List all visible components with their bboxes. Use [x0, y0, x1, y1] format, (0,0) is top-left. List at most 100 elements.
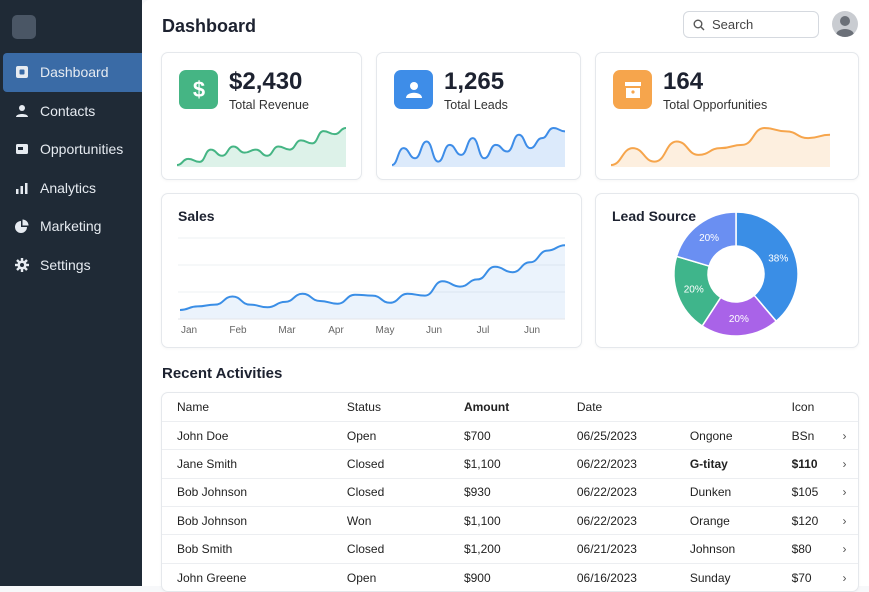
- sales-chart: Jan Feb Mar Apr May Jun Jul Jun: [178, 237, 566, 336]
- table-cell: Jane Smith: [162, 449, 332, 479]
- stat-label: Total Opporfunities: [663, 98, 768, 112]
- stat-card: $ $2,430 Total Revenue: [161, 52, 362, 180]
- stat-icon: [613, 70, 652, 109]
- table-cell: John Doe: [162, 420, 332, 450]
- table-cell: $1,100: [448, 449, 562, 479]
- x-tick-label: Jun: [524, 325, 540, 336]
- table-cell: Ongone: [674, 420, 777, 450]
- column-header: [675, 393, 777, 421]
- lead-source-donut: 38% 20% 20% 20%: [673, 211, 799, 337]
- sales-title: Sales: [178, 208, 215, 224]
- x-tick-label: Jun: [426, 325, 442, 336]
- table-cell: John Greene: [162, 562, 332, 591]
- table-cell: BSn: [776, 420, 828, 450]
- x-tick-label: Feb: [229, 325, 247, 336]
- x-tick-label: Jan: [181, 325, 197, 336]
- lead-source-title: Lead Source: [612, 208, 697, 224]
- column-header: Status: [346, 399, 381, 414]
- chevron-right-icon[interactable]: ›: [827, 477, 858, 507]
- table-cell: Open: [331, 562, 449, 591]
- donut-slice[interactable]: [675, 211, 737, 267]
- avatar[interactable]: [832, 11, 858, 37]
- column-header: Date: [576, 399, 603, 414]
- table-cell: $900: [448, 562, 562, 591]
- sparkline: [177, 127, 346, 167]
- stat-value: $2,430: [229, 68, 303, 95]
- table-cell: 06/25/2023: [561, 420, 675, 450]
- sparkline: [392, 126, 565, 167]
- sidebar-item-opportunities[interactable]: Opportunities: [0, 130, 142, 169]
- column-header: Name: [177, 399, 210, 414]
- table-row[interactable]: John Greene Open $900 06/16/2023 Sunday $70 ›: [162, 562, 858, 591]
- stat-icon: $: [179, 70, 218, 109]
- table-cell: $1,200: [448, 534, 562, 564]
- column-header: Icon: [791, 399, 815, 414]
- chevron-right-icon[interactable]: ›: [827, 449, 858, 479]
- table-cell: Bob Johnson: [162, 477, 332, 507]
- chevron-right-icon[interactable]: ›: [827, 420, 858, 450]
- table-cell: $1,100: [448, 506, 562, 535]
- sidebar-item-label: Settings: [40, 256, 91, 273]
- sidebar-item-analytics[interactable]: Analytics: [0, 169, 142, 208]
- search-input[interactable]: Search: [683, 11, 819, 38]
- table-cell: Open: [331, 420, 449, 450]
- stat-card: 1,265 Total Leads: [376, 52, 581, 180]
- sidebar: Dashboard Contacts Opportunities Analytics M…: [0, 0, 142, 586]
- table-cell: $700: [448, 420, 562, 450]
- sidebar-item-dashboard[interactable]: Dashboard: [3, 53, 142, 92]
- chevron-right-icon[interactable]: ›: [827, 506, 858, 535]
- table-header: Name Status Amount Date Icon: [162, 393, 858, 421]
- table-cell: 06/22/2023: [561, 477, 675, 507]
- table-row[interactable]: Jane Smith Closed $1,100 06/22/2023 G-titay $…: [162, 449, 858, 479]
- table-row[interactable]: Bob Johnson Won $1,100 06/22/2023 Orange $120…: [162, 506, 858, 535]
- column-header: [827, 393, 858, 421]
- activities-table: Name Status Amount Date Icon John Doe Open $700…: [162, 393, 858, 591]
- table-cell: 06/22/2023: [561, 449, 675, 479]
- stat-label: Total Revenue: [229, 98, 309, 112]
- table-cell: Bob Smith: [162, 534, 332, 564]
- table-row[interactable]: Bob Johnson Closed $930 06/22/2023 Dunken $10…: [162, 477, 858, 507]
- table-cell: $930: [448, 477, 562, 507]
- chevron-right-icon[interactable]: ›: [827, 534, 858, 564]
- table-cell: $80: [776, 534, 828, 564]
- gear-icon: [15, 257, 29, 272]
- table-cell: 06/22/2023: [561, 506, 675, 535]
- recent-activities-title: Recent Activities: [162, 365, 283, 382]
- x-tick-label: Mar: [278, 325, 296, 336]
- sales-card: Sales Jan Feb Mar Apr May Jun Jul Jun: [161, 193, 582, 348]
- sparkline: [611, 126, 830, 167]
- slice-label: 20%: [729, 314, 749, 325]
- table-cell: G-titay: [674, 449, 777, 479]
- stat-card: 164 Total Opporfunities: [595, 52, 859, 180]
- stat-value: 1,265: [444, 68, 505, 95]
- sales-area: [180, 245, 565, 319]
- stat-label: Total Leads: [444, 98, 508, 112]
- sidebar-item-settings[interactable]: Settings: [0, 246, 142, 285]
- svg-text:$: $: [192, 78, 204, 102]
- table-row[interactable]: Bob Smith Closed $1,200 06/21/2023 Johnson $8…: [162, 534, 858, 564]
- bar-chart-icon: [16, 182, 28, 194]
- sidebar-nav: Dashboard Contacts Opportunities Analytics M…: [0, 53, 142, 284]
- column-header: Amount: [463, 399, 510, 414]
- sidebar-item-marketing[interactable]: Marketing: [0, 207, 142, 246]
- donut-slice[interactable]: [735, 211, 799, 323]
- table-cell: $70: [776, 562, 828, 591]
- sidebar-item-label: Marketing: [40, 218, 102, 235]
- sidebar-item-label: Opportunities: [40, 141, 124, 158]
- sidebar-item-label: Analytics: [40, 179, 97, 196]
- table-cell: Bob Johnson: [162, 506, 332, 535]
- search-icon: [693, 19, 705, 30]
- stat-icon: [394, 70, 433, 109]
- sidebar-item-contacts[interactable]: Contacts: [0, 92, 142, 131]
- person-icon: [16, 104, 28, 117]
- pie-chart-icon: [15, 219, 29, 234]
- card-icon: [16, 144, 28, 155]
- table-cell: Sunday: [674, 562, 777, 591]
- dashboard-icon: [16, 66, 28, 79]
- x-tick-label: Apr: [328, 325, 344, 336]
- table-cell: Orange: [674, 506, 777, 535]
- app-logo: [12, 15, 36, 39]
- chevron-right-icon[interactable]: ›: [827, 562, 858, 591]
- table-row[interactable]: John Doe Open $700 06/25/2023 Ongone BSn ›: [162, 420, 858, 450]
- table-cell: $110: [776, 449, 828, 479]
